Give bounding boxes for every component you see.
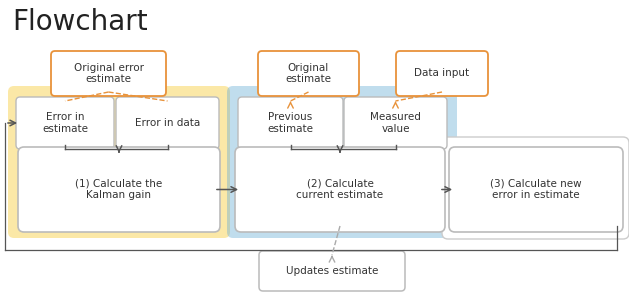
FancyBboxPatch shape xyxy=(18,147,220,232)
Text: (1) Calculate the
Kalman gain: (1) Calculate the Kalman gain xyxy=(75,179,163,200)
Text: Previous
estimate: Previous estimate xyxy=(267,112,313,134)
FancyBboxPatch shape xyxy=(442,137,629,239)
Text: Original
estimate: Original estimate xyxy=(286,63,331,84)
FancyBboxPatch shape xyxy=(258,51,359,96)
Text: Error in
estimate: Error in estimate xyxy=(42,112,88,134)
Text: Original error
estimate: Original error estimate xyxy=(74,63,143,84)
Text: Measured
value: Measured value xyxy=(370,112,421,134)
FancyBboxPatch shape xyxy=(344,97,447,149)
Text: Updates estimate: Updates estimate xyxy=(286,266,378,276)
Text: Error in data: Error in data xyxy=(135,118,200,128)
FancyBboxPatch shape xyxy=(116,97,219,149)
FancyBboxPatch shape xyxy=(238,97,343,149)
FancyBboxPatch shape xyxy=(16,97,114,149)
FancyBboxPatch shape xyxy=(227,86,457,238)
Text: (3) Calculate new
error in estimate: (3) Calculate new error in estimate xyxy=(490,179,582,200)
FancyBboxPatch shape xyxy=(449,147,623,232)
Text: (2) Calculate
current estimate: (2) Calculate current estimate xyxy=(296,179,384,200)
FancyBboxPatch shape xyxy=(259,251,405,291)
Text: Flowchart: Flowchart xyxy=(12,8,148,36)
FancyBboxPatch shape xyxy=(235,147,445,232)
FancyBboxPatch shape xyxy=(8,86,230,238)
FancyBboxPatch shape xyxy=(51,51,166,96)
FancyBboxPatch shape xyxy=(396,51,488,96)
Text: Data input: Data input xyxy=(415,68,470,78)
